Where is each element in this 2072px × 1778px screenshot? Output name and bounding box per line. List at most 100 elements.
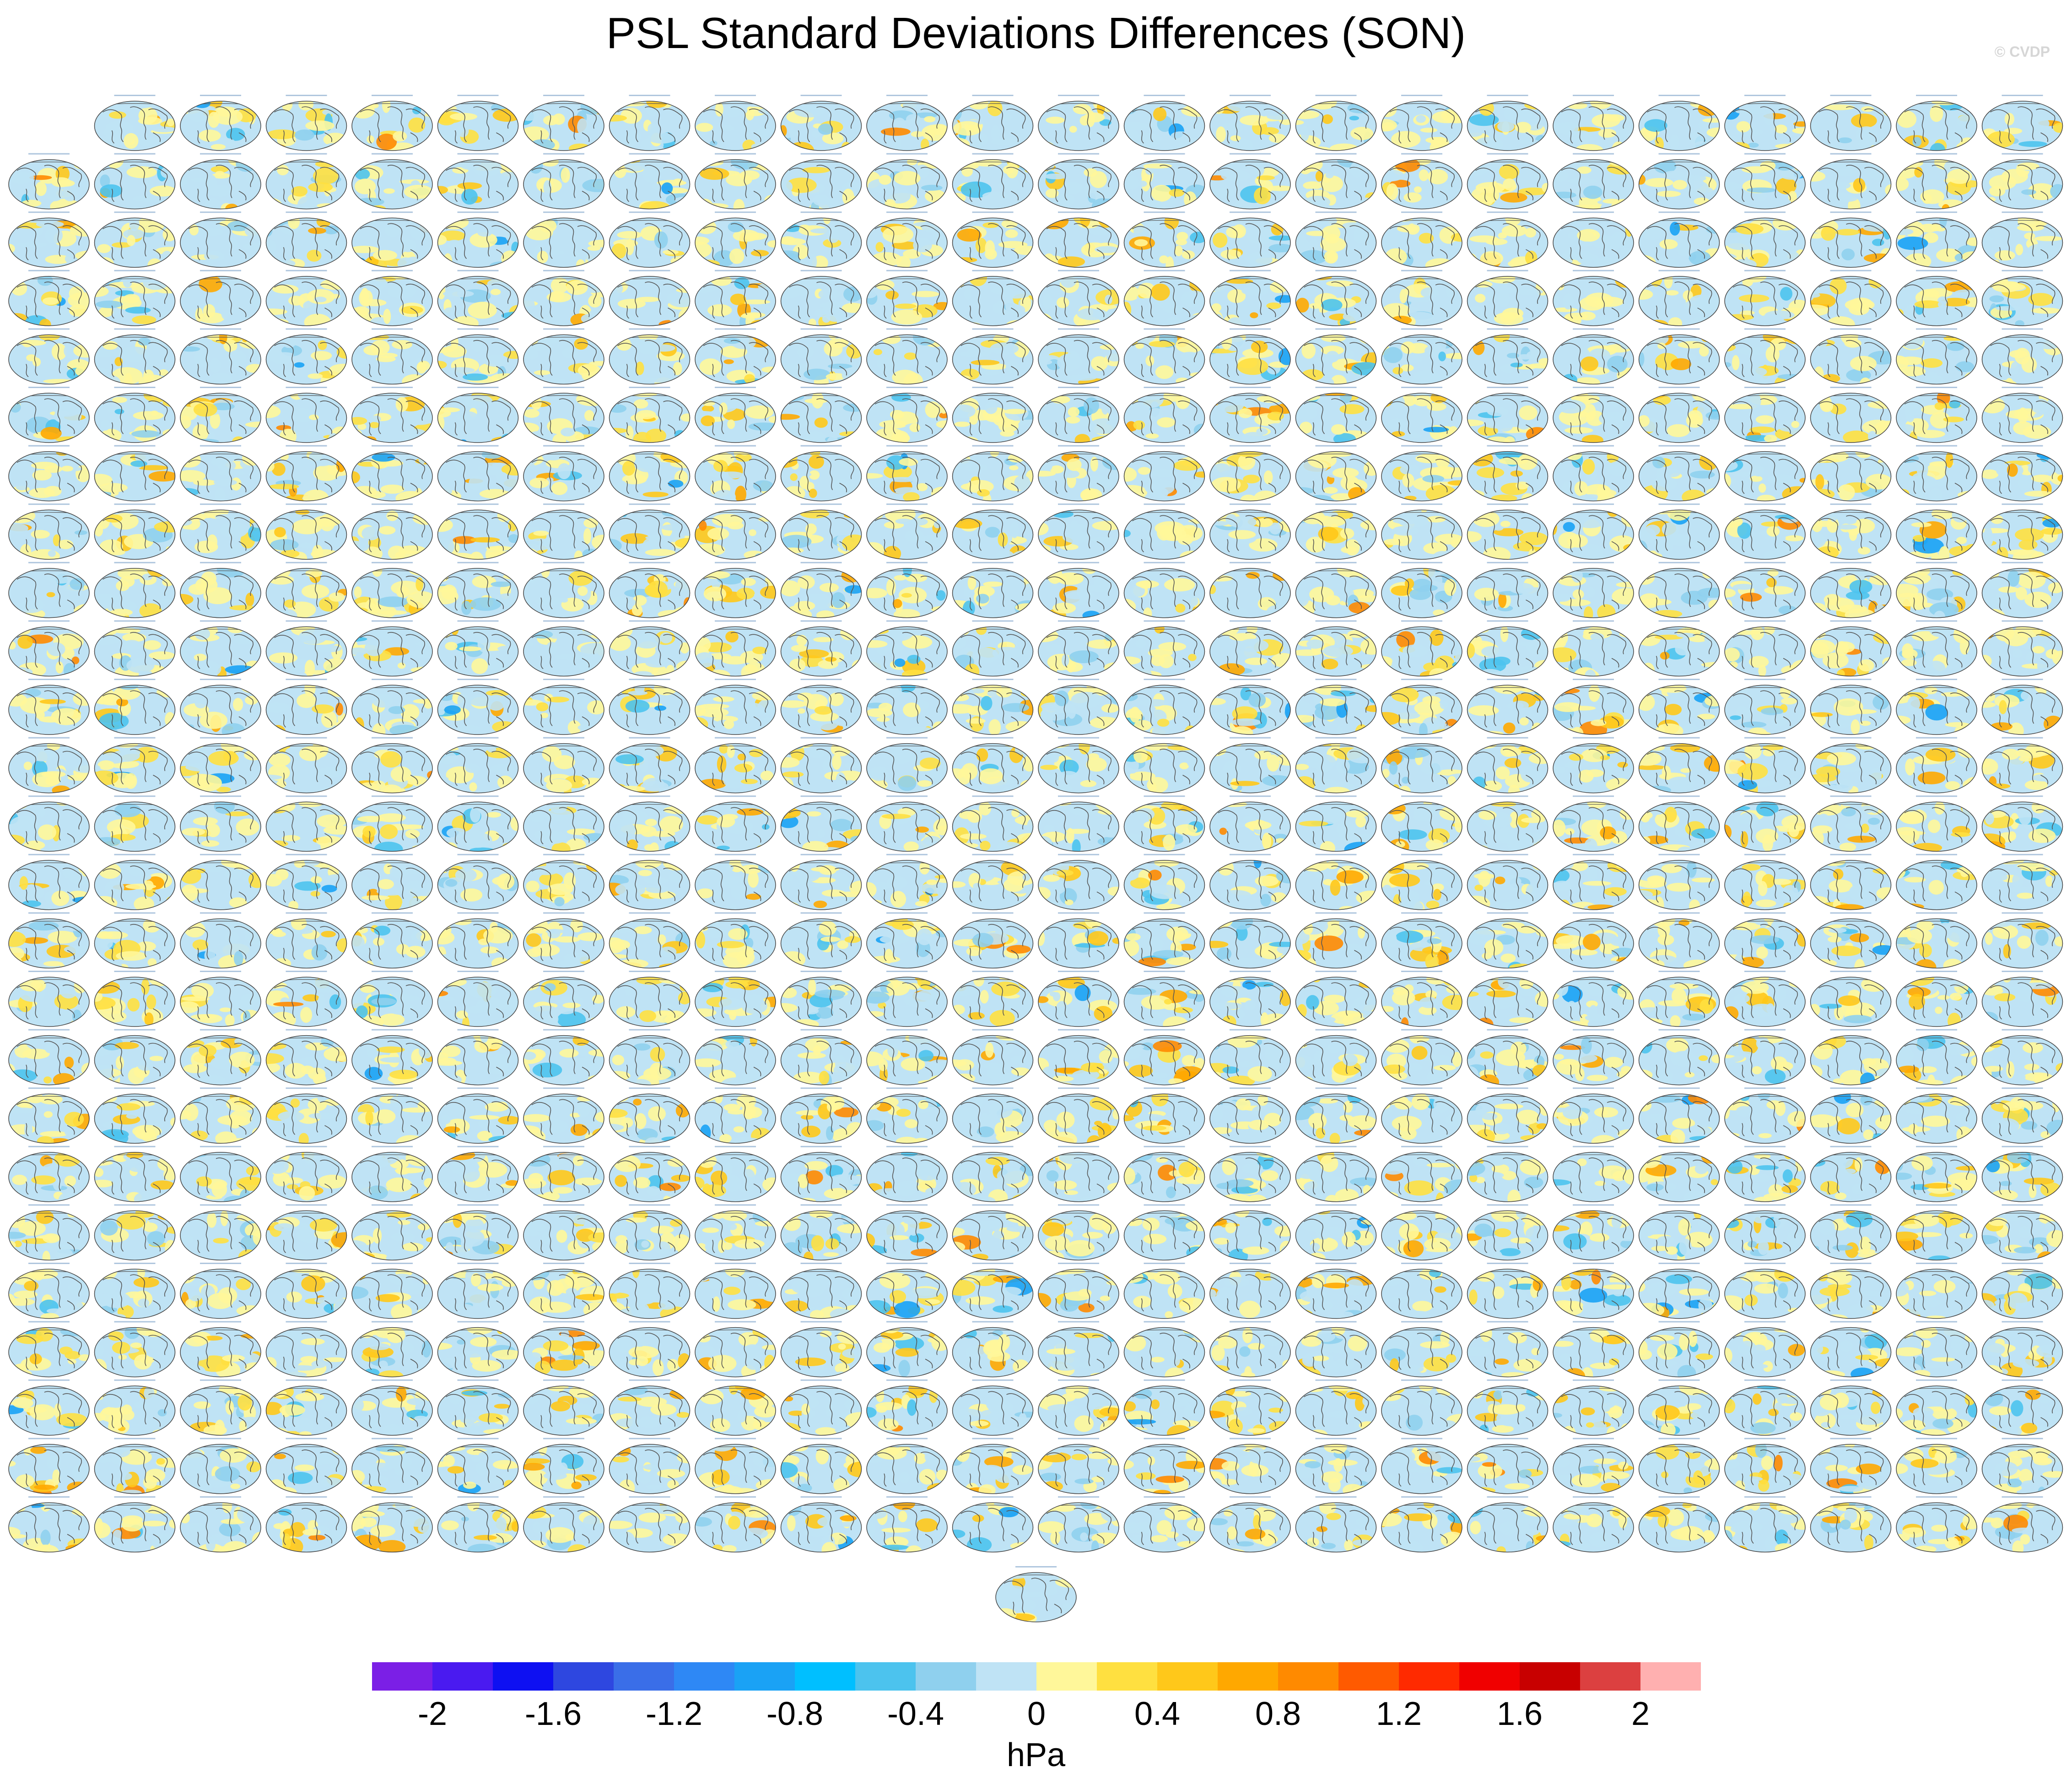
map-panel xyxy=(351,328,433,385)
map-panel xyxy=(523,620,604,677)
map-panel xyxy=(780,562,862,618)
map-panel xyxy=(695,1496,776,1553)
map-panel xyxy=(1553,328,1634,385)
map-panel xyxy=(1553,503,1634,560)
map-panel xyxy=(8,854,90,910)
colorbar-tick-label: 2 xyxy=(1631,1696,1650,1732)
map-panel xyxy=(1209,445,1291,502)
map-panel xyxy=(780,445,862,502)
map-panel xyxy=(1810,562,1892,618)
map-panel xyxy=(351,153,433,210)
map-panel xyxy=(1981,270,2063,326)
colorbar-box xyxy=(1157,1662,1218,1691)
map-panel xyxy=(8,1379,90,1436)
map-panel xyxy=(94,1204,176,1261)
map-panel xyxy=(1810,1029,1892,1086)
map-panel xyxy=(866,270,948,326)
map-panel xyxy=(866,912,948,969)
map-panel xyxy=(695,270,776,326)
map-panel xyxy=(1896,679,1977,735)
map-panel xyxy=(866,854,948,910)
map-panel xyxy=(952,211,1034,268)
map-panel xyxy=(351,95,433,151)
map-panel xyxy=(437,795,519,852)
map-panel xyxy=(1209,387,1291,443)
map-panel xyxy=(1724,679,1806,735)
map-panel xyxy=(1810,1321,1892,1378)
map-panel xyxy=(780,854,862,910)
map-panel xyxy=(1381,1204,1462,1261)
map-panel xyxy=(1724,328,1806,385)
map-panel xyxy=(1038,211,1119,268)
map-panel xyxy=(523,1029,604,1086)
map-panel xyxy=(265,445,347,502)
map-panel xyxy=(952,562,1034,618)
map-panel xyxy=(780,679,862,735)
colorbar-tick-label: -0.8 xyxy=(766,1696,824,1732)
map-panel xyxy=(1467,1029,1549,1086)
map-panel xyxy=(437,854,519,910)
map-panel xyxy=(1123,95,1205,151)
map-panel xyxy=(1638,971,1720,1027)
map-panel xyxy=(1638,795,1720,852)
map-panel xyxy=(1810,854,1892,910)
map-panel xyxy=(94,328,176,385)
colorbar-box xyxy=(1580,1662,1640,1691)
map-panel xyxy=(94,1438,176,1494)
map-panel xyxy=(8,270,90,326)
map-panel xyxy=(94,679,176,735)
map-panel xyxy=(1038,971,1119,1027)
map-panel xyxy=(180,1263,261,1319)
map-panel xyxy=(1981,562,2063,618)
map-panel xyxy=(1295,1496,1377,1553)
map-panel xyxy=(1381,1146,1462,1202)
chart-title: PSL Standard Deviations Differences (SON… xyxy=(606,9,1466,58)
map-panel xyxy=(523,503,604,560)
map-panel xyxy=(1896,1263,1977,1319)
map-panel xyxy=(1638,679,1720,735)
map-panel xyxy=(1896,328,1977,385)
map-panel xyxy=(1209,795,1291,852)
map-panel xyxy=(351,503,433,560)
map-panel xyxy=(1981,153,2063,210)
map-panel xyxy=(523,1263,604,1319)
map-panel xyxy=(1381,737,1462,794)
map-panel xyxy=(523,387,604,443)
colorbar-tick-label: -1.6 xyxy=(524,1696,582,1732)
map-panel xyxy=(609,211,691,268)
map-panel xyxy=(1209,153,1291,210)
map-panel xyxy=(351,971,433,1027)
map-panel xyxy=(1123,1029,1205,1086)
map-panel xyxy=(1123,270,1205,326)
map-panel xyxy=(1896,562,1977,618)
map-panel xyxy=(609,562,691,618)
map-panel xyxy=(866,153,948,210)
map-panel xyxy=(1896,1204,1977,1261)
map-panel xyxy=(1638,1321,1720,1378)
map-panel xyxy=(609,1029,691,1086)
map-panel xyxy=(1638,620,1720,677)
map-panel xyxy=(952,95,1034,151)
map-panel xyxy=(1038,620,1119,677)
map-panel xyxy=(265,1379,347,1436)
colorbar-box xyxy=(493,1662,553,1691)
map-panel xyxy=(265,1087,347,1144)
map-panel xyxy=(265,971,347,1027)
map-panel xyxy=(1467,211,1549,268)
map-panel xyxy=(780,795,862,852)
map-panel xyxy=(437,737,519,794)
map-panel xyxy=(1295,1438,1377,1494)
map-panel xyxy=(180,1204,261,1261)
map-panel xyxy=(1038,1146,1119,1202)
map-panel xyxy=(1123,795,1205,852)
map-panel xyxy=(94,620,176,677)
map-panel xyxy=(8,153,90,210)
map-panel xyxy=(695,445,776,502)
map-panel xyxy=(866,211,948,268)
map-panel xyxy=(1810,445,1892,502)
colorbar-box xyxy=(372,1662,432,1691)
map-panel xyxy=(1209,270,1291,326)
map-panel xyxy=(1381,503,1462,560)
map-panel xyxy=(1553,1379,1634,1436)
map-panel xyxy=(180,270,261,326)
